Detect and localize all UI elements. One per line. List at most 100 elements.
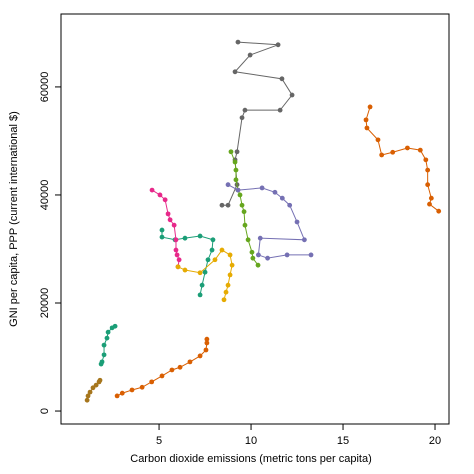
series-line [161, 230, 214, 295]
point [157, 192, 163, 198]
point [279, 195, 285, 201]
point [159, 373, 165, 379]
point [225, 182, 231, 188]
point [425, 167, 431, 173]
point [259, 185, 265, 191]
point [247, 52, 253, 58]
point [228, 149, 234, 155]
point [85, 393, 91, 399]
plot-frame [60, 13, 450, 425]
point [119, 390, 125, 396]
point [197, 353, 203, 359]
point [229, 262, 235, 268]
point [104, 335, 110, 341]
point [209, 247, 215, 253]
point [139, 384, 145, 390]
point [223, 289, 229, 295]
point [379, 152, 385, 158]
point [405, 145, 410, 151]
point [363, 117, 369, 123]
point [279, 76, 285, 82]
point [232, 159, 238, 165]
point [227, 252, 233, 258]
point [129, 387, 135, 393]
point [219, 247, 225, 253]
point [242, 107, 248, 113]
point [90, 385, 96, 391]
point [202, 269, 208, 275]
point [250, 255, 256, 261]
point [364, 125, 370, 131]
point [234, 149, 240, 155]
point [235, 39, 241, 45]
point [84, 397, 90, 403]
point [428, 195, 434, 201]
point [205, 257, 211, 263]
point [277, 107, 283, 113]
y-tick-label: 60000 [39, 72, 51, 103]
point [165, 211, 171, 217]
point [174, 252, 180, 258]
point [255, 262, 261, 268]
point [239, 202, 245, 208]
point [203, 347, 209, 353]
point [101, 342, 107, 348]
point [241, 209, 247, 215]
point [249, 249, 255, 255]
point [87, 389, 93, 395]
point [242, 222, 248, 228]
point [237, 192, 243, 198]
point [93, 382, 99, 388]
point [256, 252, 261, 258]
point [169, 367, 175, 373]
point [225, 282, 231, 288]
point [199, 282, 205, 288]
point [159, 234, 165, 240]
point [109, 325, 115, 331]
point [187, 359, 193, 365]
y-tick-label: 20000 [39, 288, 51, 319]
point [289, 92, 295, 98]
point [197, 292, 203, 298]
point [173, 237, 179, 243]
point [210, 237, 216, 243]
point [182, 267, 188, 273]
point [265, 255, 271, 261]
point [257, 235, 263, 241]
point [294, 219, 300, 225]
point [175, 264, 181, 270]
x-tick-label: 10 [245, 435, 257, 447]
point [204, 340, 210, 346]
point [159, 227, 165, 233]
x-axis-label: Carbon dioxide emissions (metric tons pe… [130, 453, 372, 465]
point [149, 379, 155, 385]
point [98, 361, 104, 367]
point [105, 329, 111, 335]
point [425, 182, 431, 188]
point [227, 272, 233, 278]
point [173, 247, 179, 253]
y-axis-label: GNI per capita, PPP (current internation… [8, 111, 20, 327]
point [225, 202, 231, 208]
point [182, 235, 188, 241]
point [232, 69, 238, 75]
point [97, 377, 103, 383]
point [212, 257, 218, 263]
point [235, 187, 241, 193]
point [427, 201, 432, 207]
point [219, 202, 225, 208]
point [367, 104, 373, 110]
point [197, 270, 203, 276]
point [197, 233, 203, 239]
point [284, 252, 290, 258]
point [177, 364, 183, 370]
point [272, 189, 278, 195]
point [204, 336, 210, 342]
point [390, 149, 396, 155]
point [245, 237, 251, 243]
point [114, 393, 120, 399]
point [233, 167, 239, 173]
point [162, 197, 168, 203]
point [436, 208, 442, 214]
